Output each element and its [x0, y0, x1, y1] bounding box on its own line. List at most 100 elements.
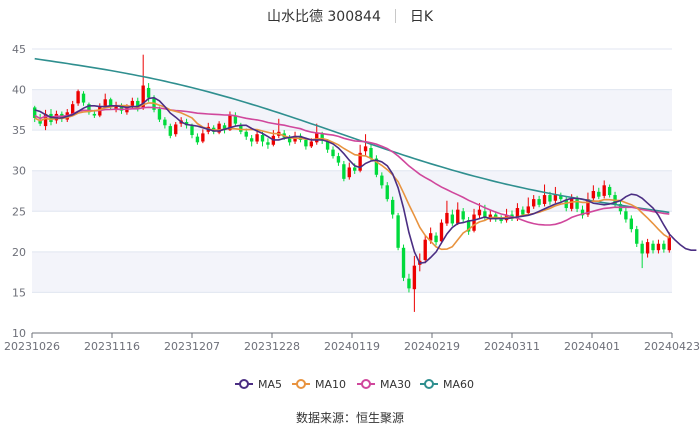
candle: [195, 133, 200, 145]
candle: [76, 89, 80, 106]
candle-body: [569, 198, 574, 209]
candle-body: [591, 191, 596, 199]
candle: [640, 240, 644, 269]
candle-body: [195, 136, 200, 143]
candle-body: [645, 242, 650, 254]
candle: [249, 135, 254, 147]
candle-body: [255, 134, 259, 142]
candle-body: [532, 199, 536, 207]
candle-body: [537, 199, 541, 205]
candle-body: [103, 99, 107, 106]
candle: [466, 216, 471, 235]
candle-body: [233, 115, 238, 124]
candle-body: [157, 109, 162, 120]
candle-body: [466, 220, 471, 232]
legend-item: MA30: [357, 378, 411, 391]
x-axis: 20231026 20231116 20231207 20231228 20240119…: [4, 332, 700, 353]
candle: [624, 208, 628, 223]
candle-body: [342, 164, 346, 179]
candle: [629, 215, 634, 233]
candle-body: [201, 133, 205, 142]
candle: [233, 112, 238, 127]
candle: [645, 238, 650, 258]
candle: [602, 180, 606, 199]
candle-body: [559, 195, 563, 200]
candle: [532, 195, 536, 209]
candle: [662, 240, 666, 253]
candle-body: [477, 209, 482, 216]
candle-body: [456, 209, 460, 224]
candle-body: [575, 199, 579, 209]
candle-body: [656, 243, 661, 251]
candle-body: [662, 243, 666, 250]
candle-body: [380, 175, 384, 186]
candle-body: [396, 215, 400, 248]
candle: [412, 255, 417, 312]
candle: [526, 197, 530, 216]
legend-label: MA5: [258, 378, 282, 391]
candle: [401, 244, 406, 282]
candle: [342, 160, 346, 182]
candle: [559, 192, 563, 202]
grid-band: [32, 251, 672, 293]
candle: [439, 219, 444, 244]
candle: [336, 152, 341, 166]
candle-body: [564, 199, 568, 209]
chart-title: 山水比德 300844 日K: [0, 6, 700, 26]
candle: [108, 97, 113, 110]
candle-body: [92, 113, 97, 116]
candle-body: [401, 247, 406, 278]
legend-marker: [239, 379, 249, 389]
candle-body: [336, 156, 341, 163]
candle: [407, 273, 411, 293]
candle: [163, 117, 167, 129]
candle: [380, 172, 384, 189]
candle-body: [580, 209, 585, 216]
candle-body: [390, 199, 395, 215]
data-source: 数据来源：恒生聚源: [295, 411, 404, 425]
candle-body: [266, 142, 270, 145]
candle-body: [163, 119, 167, 126]
candle-body: [304, 139, 308, 147]
legend-item: MA10: [292, 378, 346, 391]
candle: [363, 134, 368, 157]
candle-body: [244, 131, 248, 137]
period-label: 日K: [409, 9, 434, 25]
candle-body: [483, 211, 487, 218]
candle-body: [217, 123, 221, 133]
candle: [396, 212, 400, 251]
candle-body: [607, 186, 612, 196]
candle-body: [239, 125, 243, 132]
candle-body: [374, 158, 379, 175]
candle: [542, 184, 547, 207]
candle-body: [119, 105, 124, 111]
candle: [70, 100, 75, 116]
candle: [33, 105, 37, 123]
x-tick-label: 20240219: [404, 340, 460, 353]
x-tick-label: 20231116: [84, 340, 140, 353]
candle-body: [190, 126, 194, 136]
candle: [591, 185, 596, 201]
candle-body: [635, 229, 639, 244]
candle-body: [542, 195, 547, 204]
candle: [385, 182, 389, 202]
legend-label: MA30: [380, 378, 411, 391]
candle-body: [287, 138, 292, 143]
candle-body: [412, 265, 417, 290]
ma60-line: [34, 57, 670, 214]
candle: [445, 200, 449, 226]
candle: [315, 123, 319, 145]
candle: [157, 106, 162, 123]
candle-body: [515, 208, 520, 218]
candle-body: [76, 91, 80, 104]
candle-body: [87, 104, 91, 113]
candle: [434, 232, 438, 246]
legend-marker: [361, 379, 371, 389]
ma30-line: [34, 106, 670, 226]
x-tick-label: 20240401: [564, 340, 620, 353]
candle: [651, 240, 655, 254]
x-tick-label: 20240423: [644, 340, 700, 353]
candle: [656, 239, 661, 254]
legend-marker: [296, 379, 306, 389]
